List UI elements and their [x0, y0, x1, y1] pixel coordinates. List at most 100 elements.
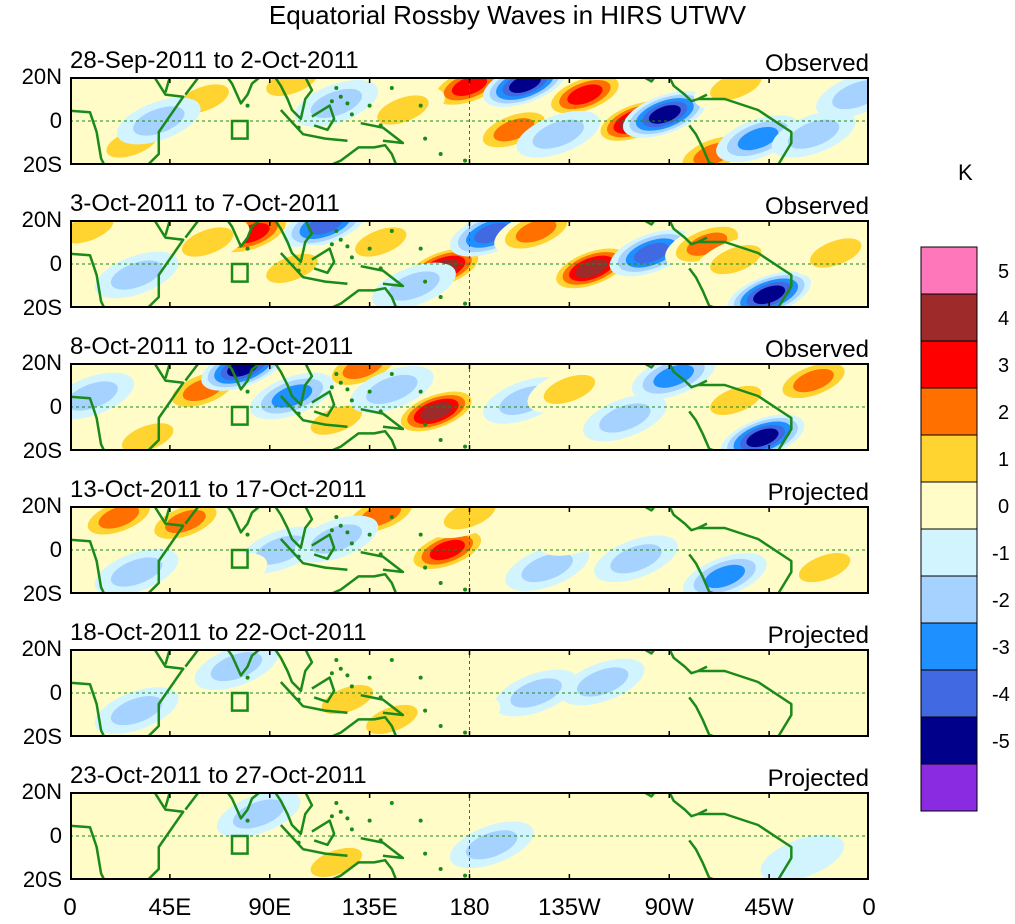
anomaly-contour	[710, 245, 762, 275]
coastline	[164, 792, 200, 811]
coastline	[225, 649, 314, 693]
island-dot	[296, 411, 301, 416]
coastline	[164, 363, 200, 382]
colorbar-swatch	[920, 293, 978, 342]
panel-type: Observed	[764, 193, 869, 220]
anomaly-contour	[532, 119, 584, 149]
longitude-label: 135E	[341, 894, 398, 921]
island-dot	[245, 818, 250, 823]
latitude-label: 0	[49, 823, 62, 848]
panel-type: Projected	[767, 479, 869, 506]
island-dot	[367, 103, 372, 108]
island-dot	[349, 255, 354, 260]
colorbar-swatch	[920, 716, 978, 765]
colorbar-swatch	[920, 434, 978, 483]
island-dot	[296, 697, 301, 702]
anomaly-contour	[746, 428, 779, 448]
anomaly-contour	[310, 405, 363, 435]
colorbar-label: 2	[998, 402, 1010, 424]
colorbar-swatches	[920, 246, 978, 812]
island-dot	[438, 867, 443, 871]
colorbar-swatch	[920, 763, 978, 812]
island-dot	[345, 244, 350, 249]
island-dot	[334, 801, 339, 805]
colorbar-label: 0	[998, 496, 1010, 518]
island-dot	[296, 268, 301, 273]
longitude-label: 180	[449, 894, 490, 921]
island-dot	[334, 86, 339, 90]
island-dot	[389, 229, 394, 233]
anomaly-contour	[110, 696, 163, 726]
coastline	[70, 220, 185, 308]
coastline	[225, 506, 314, 550]
coastline	[360, 264, 405, 288]
island-dot	[329, 671, 334, 676]
coastline	[279, 824, 348, 858]
colorbar-label: 5	[998, 261, 1010, 283]
latitude-label: 20N	[21, 64, 62, 89]
anomaly-contour	[307, 220, 343, 235]
island-dot	[349, 541, 354, 546]
island-dot	[345, 816, 350, 821]
island-dot	[338, 523, 343, 528]
island-dot	[245, 532, 250, 537]
coastline	[279, 252, 348, 286]
anomaly-contour	[366, 374, 418, 404]
island-dot	[423, 851, 428, 856]
longitude-label: 90E	[248, 894, 292, 921]
coastline	[164, 506, 200, 525]
island-dot	[345, 530, 350, 535]
colorbar-unit: K	[958, 160, 973, 185]
anomaly-contour	[266, 253, 318, 283]
map-panel-5	[70, 649, 869, 737]
latitude-label: 0	[49, 537, 62, 562]
anomaly-contour	[181, 227, 234, 257]
coastline	[279, 395, 348, 429]
island-dot	[378, 552, 383, 557]
coastline	[311, 533, 336, 561]
island-dot	[463, 873, 468, 878]
coastline	[164, 649, 200, 668]
anomaly-contour	[366, 704, 418, 734]
island-dot	[349, 684, 354, 689]
anomaly-contour	[599, 403, 651, 433]
coastline	[70, 506, 185, 594]
colorbar-label: -1	[992, 543, 1010, 565]
coastline	[70, 363, 185, 451]
colorbar-swatch	[920, 622, 978, 671]
island-dot	[418, 389, 423, 394]
panel-period: 23-Oct-2011 to 27-Oct-2011	[70, 762, 367, 789]
colorbar-label: -5	[992, 731, 1010, 753]
anomaly-contour	[70, 381, 118, 411]
island-dot	[329, 528, 334, 533]
anomaly-contour	[416, 696, 501, 737]
island-dot	[345, 101, 350, 106]
coastline	[279, 109, 348, 143]
coastline	[279, 538, 348, 572]
anomaly-contour	[98, 506, 140, 529]
island-dot	[245, 246, 250, 251]
figure-title: Equatorial Rossby Waves in HIRS UTWV	[268, 0, 747, 30]
latitude-label: 0	[49, 680, 62, 705]
island-dot	[378, 266, 383, 271]
island-dot	[345, 387, 350, 392]
coastline	[164, 77, 200, 96]
island-dot	[329, 242, 334, 247]
map-panel-1	[70, 77, 869, 165]
latitude-label: 20S	[22, 152, 62, 177]
colorbar-swatch	[920, 575, 978, 624]
anomaly-contour	[653, 364, 695, 388]
latitude-label: 20N	[21, 779, 62, 804]
anomaly-contour	[377, 95, 429, 125]
panel-type: Projected	[767, 622, 869, 649]
anomaly-contour	[110, 557, 163, 587]
colorbar-label: -2	[992, 590, 1010, 612]
island-dot	[389, 515, 394, 519]
anomaly-contour	[538, 509, 623, 556]
panel-type: Observed	[764, 50, 869, 77]
colorbar-label: -4	[992, 684, 1010, 706]
latitude-label: 20N	[21, 350, 62, 375]
latitude-label: 0	[49, 251, 62, 276]
island-dot	[345, 673, 350, 678]
anomaly-contour	[693, 691, 778, 737]
